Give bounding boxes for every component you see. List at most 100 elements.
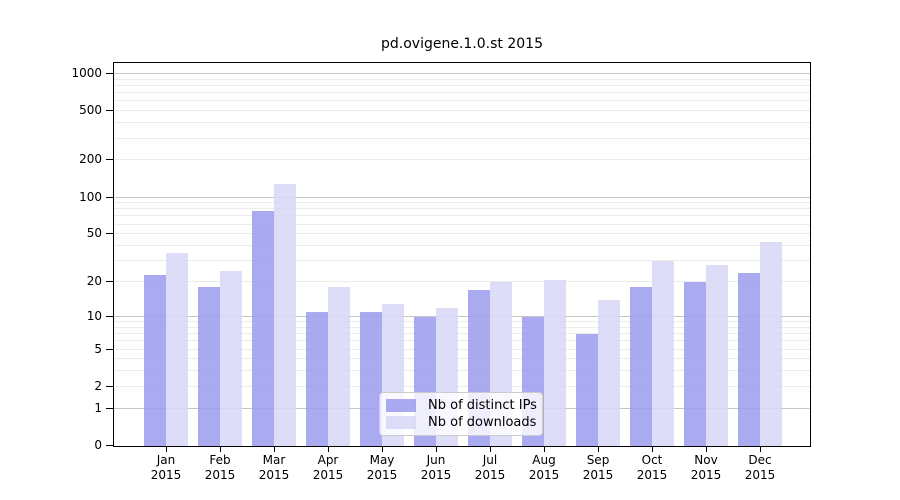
legend-label-distinct-ips: Nb of distinct IPs (428, 398, 537, 413)
y-tick-label: 500 (79, 103, 102, 118)
x-tick-mark (706, 447, 707, 452)
gridline-major (114, 72, 810, 74)
legend: Nb of distinct IPs Nb of downloads (379, 392, 543, 436)
gridline-minor (114, 92, 810, 94)
x-tick-label-may: May 2015 (366, 453, 398, 482)
y-tick-mark (106, 233, 113, 235)
bar-downloads-apr (328, 287, 350, 446)
bar-distinct-ips-feb (198, 287, 220, 446)
x-tick-mark (760, 447, 761, 452)
x-tick-label-jul: Jul 2015 (474, 453, 506, 482)
bar-downloads-nov (706, 264, 728, 446)
gridline-minor (114, 260, 810, 262)
x-tick-label-aug: Aug 2015 (528, 453, 560, 482)
y-tick-label: 5 (94, 341, 102, 356)
legend-entry-downloads: Nb of downloads (386, 415, 536, 431)
x-tick-mark (274, 447, 275, 452)
x-tick-mark (166, 447, 167, 452)
x-tick-mark (544, 447, 545, 452)
bar-distinct-ips-nov (684, 282, 706, 446)
y-tick-label: 1 (94, 400, 102, 415)
gridline-minor (114, 208, 810, 210)
bar-downloads-sep (598, 300, 620, 446)
gridline-minor (114, 245, 810, 246)
x-tick-mark (598, 447, 599, 452)
y-tick-label: 50 (86, 226, 102, 241)
y-tick-mark (106, 72, 113, 74)
gridline-minor (114, 110, 810, 112)
bar-distinct-ips-apr (306, 312, 328, 446)
x-tick-mark (382, 447, 383, 452)
x-tick-label-feb: Feb 2015 (204, 453, 236, 482)
gridline-minor (114, 223, 810, 225)
y-tick-label: 2 (94, 378, 102, 393)
x-tick-label-nov: Nov 2015 (690, 453, 722, 482)
legend-entry-distinct-ips: Nb of distinct IPs (386, 398, 537, 414)
legend-swatch-downloads (386, 416, 416, 429)
y-tick-label: 100 (79, 189, 102, 204)
x-tick-label-dec: Dec 2015 (744, 453, 776, 482)
y-tick-mark (106, 159, 113, 161)
gridline-major (114, 315, 810, 317)
bar-distinct-ips-mar (252, 210, 274, 446)
chart-title: pd.ovigene.1.0.st 2015 (381, 36, 543, 52)
x-tick-mark (220, 447, 221, 452)
gridline-minor (114, 333, 810, 334)
gridline-minor (114, 122, 810, 124)
bar-distinct-ips-sep (576, 334, 598, 446)
y-tick-mark (106, 348, 113, 350)
bar-distinct-ips-may (360, 312, 382, 446)
bar-distinct-ips-jan (144, 274, 166, 446)
x-tick-label-jun: Jun 2015 (420, 453, 452, 482)
y-tick-mark (106, 407, 113, 409)
gridline-minor (114, 84, 810, 86)
y-tick-label: 0 (94, 438, 102, 452)
bar-distinct-ips-dec (738, 272, 760, 446)
bar-downloads-oct (652, 261, 674, 446)
y-tick-mark (106, 445, 113, 446)
x-tick-mark (652, 447, 653, 452)
gridline-minor (114, 358, 810, 360)
bar-distinct-ips-oct (630, 287, 652, 446)
gridline-minor (114, 321, 810, 322)
gridline-minor (114, 100, 810, 102)
x-tick-label-sep: Sep 2015 (582, 453, 614, 482)
bar-downloads-aug (544, 279, 566, 446)
y-tick-mark (106, 315, 113, 317)
gridline-minor (114, 370, 810, 372)
y-tick-mark (106, 281, 113, 282)
y-tick-label: 200 (79, 152, 102, 167)
legend-swatch-distinct-ips (386, 399, 416, 412)
gridline-minor (114, 202, 810, 204)
gridline-minor (114, 281, 810, 282)
x-tick-label-jan: Jan 2015 (150, 453, 182, 482)
y-tick-mark (106, 110, 113, 112)
y-tick-label: 1000 (71, 65, 102, 80)
y-tick-label: 20 (86, 274, 102, 288)
x-tick-label-mar: Mar 2015 (258, 453, 290, 482)
gridline-minor (114, 137, 810, 139)
y-tick-label: 10 (86, 308, 102, 323)
gridline-minor (114, 385, 810, 387)
x-tick-mark (328, 447, 329, 452)
bar-downloads-jan (166, 253, 188, 446)
gridline-major (114, 196, 810, 198)
x-tick-label-apr: Apr 2015 (312, 453, 344, 482)
gridline-minor (114, 159, 810, 161)
bar-downloads-feb (220, 270, 242, 446)
bar-downloads-mar (274, 183, 296, 446)
y-tick-mark (106, 196, 113, 198)
y-tick-mark (106, 385, 113, 387)
gridline-minor (114, 340, 810, 342)
x-tick-mark (436, 447, 437, 452)
legend-label-downloads: Nb of downloads (428, 415, 537, 430)
x-tick-label-oct: Oct 2015 (636, 453, 668, 482)
bar-downloads-dec (760, 242, 782, 446)
plot-area (113, 62, 811, 447)
gridline-minor (114, 348, 810, 350)
gridline-minor (114, 233, 810, 235)
gridline-minor (114, 215, 810, 217)
x-tick-mark (490, 447, 491, 452)
gridline-minor (114, 78, 810, 80)
